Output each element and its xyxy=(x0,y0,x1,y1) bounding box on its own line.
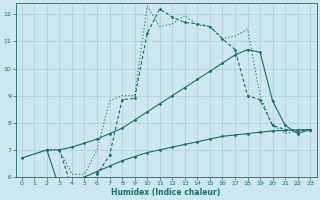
X-axis label: Humidex (Indice chaleur): Humidex (Indice chaleur) xyxy=(111,188,221,197)
